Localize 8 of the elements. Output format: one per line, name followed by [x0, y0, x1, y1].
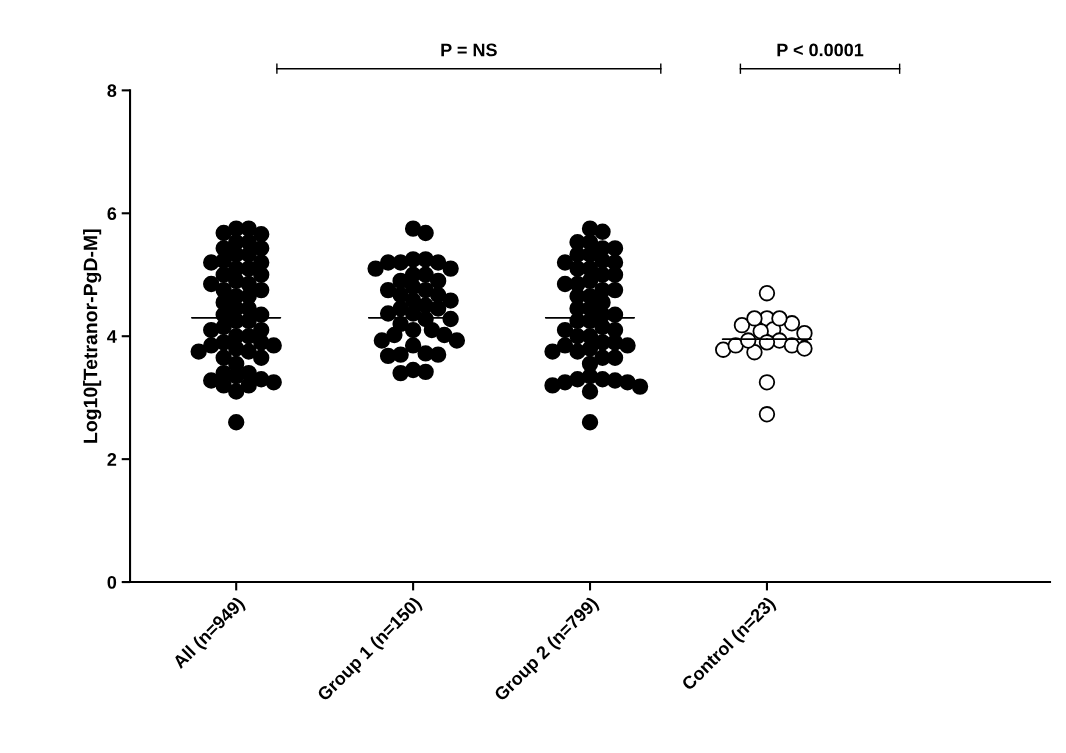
y-tick-label: 4: [107, 330, 117, 343]
text: P = NS: [441, 43, 497, 57]
y-tick-label: 8: [107, 84, 117, 98]
text: P < 0.0001: [777, 43, 864, 57]
y-tick-label: 2: [107, 453, 117, 466]
y-tick-label: 6: [107, 207, 117, 221]
y-tick-label: 0: [107, 576, 117, 589]
y-axis-title: Log10[Tetranor-PgD-M]: [83, 229, 102, 443]
